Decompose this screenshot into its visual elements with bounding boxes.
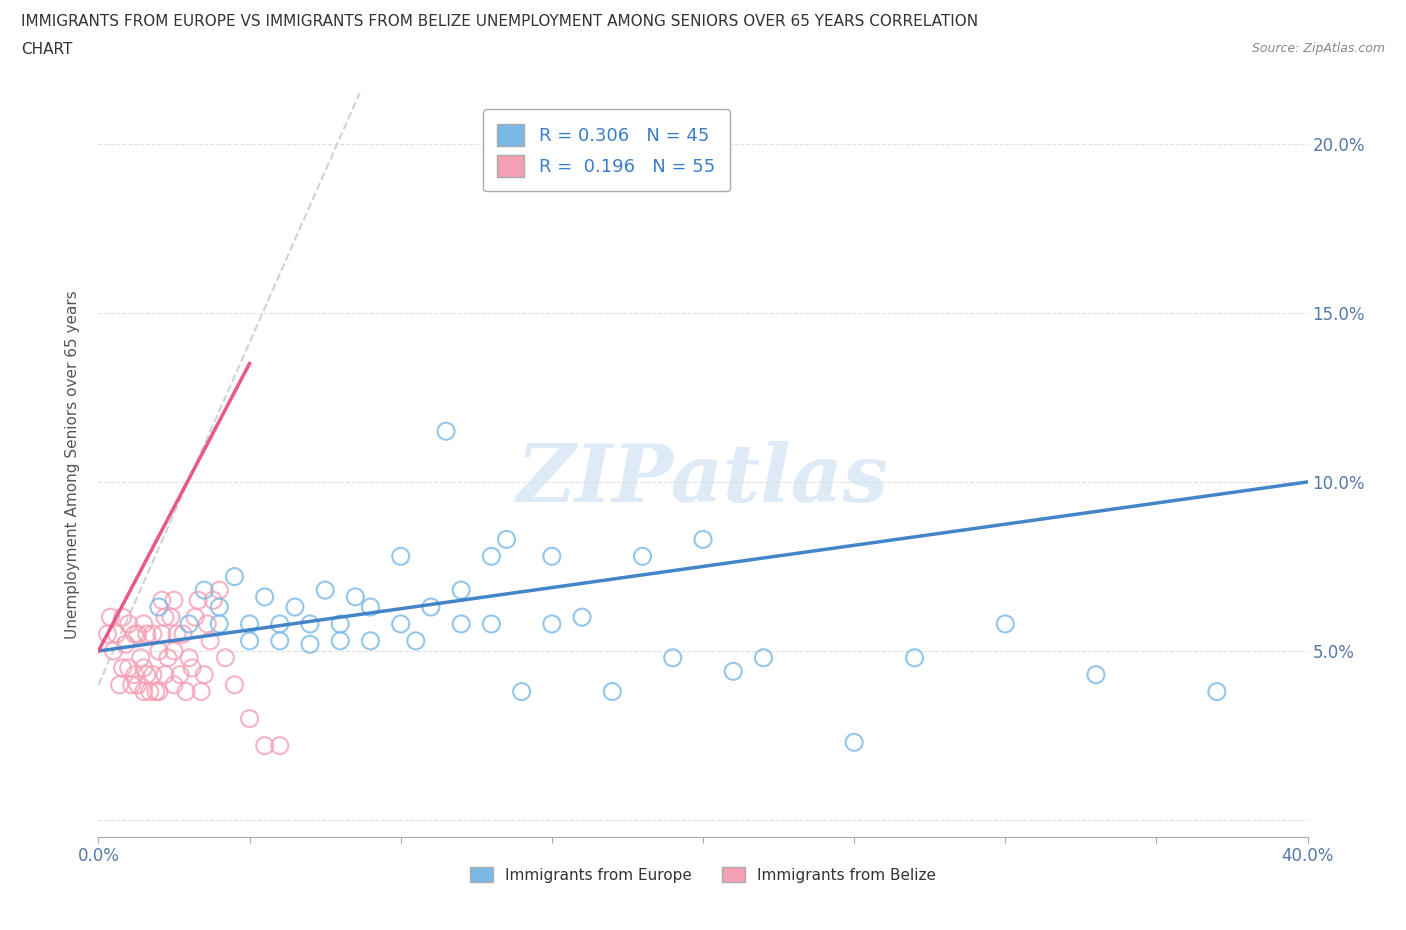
Point	[105, 627, 128, 642]
Point	[108, 677, 131, 692]
Point	[187, 592, 209, 607]
Point	[360, 633, 382, 648]
Point	[450, 617, 472, 631]
Point	[111, 660, 134, 675]
Point	[179, 650, 201, 665]
Point	[510, 684, 533, 699]
Point	[179, 617, 201, 631]
Point	[1206, 684, 1229, 699]
Point	[269, 617, 291, 631]
Point	[118, 617, 141, 631]
Point	[208, 617, 231, 631]
Point	[752, 650, 775, 665]
Point	[844, 735, 866, 750]
Point	[202, 592, 225, 607]
Point	[153, 610, 176, 625]
Point	[329, 617, 352, 631]
Point	[284, 600, 307, 615]
Point	[114, 637, 136, 652]
Point	[208, 583, 231, 598]
Point	[314, 583, 336, 598]
Point	[631, 549, 654, 564]
Point	[148, 684, 170, 699]
Point	[344, 590, 367, 604]
Point	[163, 592, 186, 607]
Text: Source: ZipAtlas.com: Source: ZipAtlas.com	[1251, 42, 1385, 55]
Point	[405, 633, 427, 648]
Point	[994, 617, 1017, 631]
Point	[208, 600, 231, 615]
Point	[100, 610, 122, 625]
Point	[495, 532, 517, 547]
Point	[540, 549, 562, 564]
Point	[124, 667, 146, 682]
Point	[571, 610, 593, 625]
Point	[153, 667, 176, 682]
Point	[132, 660, 155, 675]
Point	[135, 667, 157, 682]
Point	[121, 677, 143, 692]
Point	[118, 660, 141, 675]
Point	[224, 569, 246, 584]
Point	[253, 590, 276, 604]
Point	[166, 627, 188, 642]
Point	[169, 667, 191, 682]
Point	[692, 532, 714, 547]
Point	[1085, 667, 1108, 682]
Point	[124, 627, 146, 642]
Point	[723, 664, 745, 679]
Point	[163, 677, 186, 692]
Y-axis label: Unemployment Among Seniors over 65 years: Unemployment Among Seniors over 65 years	[65, 291, 80, 640]
Point	[420, 600, 443, 615]
Point	[434, 424, 457, 439]
Point	[253, 738, 276, 753]
Text: ZIPatlas: ZIPatlas	[517, 441, 889, 519]
Point	[163, 644, 186, 658]
Point	[132, 684, 155, 699]
Point	[299, 617, 322, 631]
Point	[150, 592, 173, 607]
Point	[96, 627, 118, 642]
Point	[239, 617, 262, 631]
Point	[200, 633, 222, 648]
Point	[389, 549, 412, 564]
Point	[127, 677, 149, 692]
Point	[111, 610, 134, 625]
Point	[135, 627, 157, 642]
Point	[145, 684, 167, 699]
Point	[269, 633, 291, 648]
Point	[156, 650, 179, 665]
Point	[172, 627, 194, 642]
Point	[269, 738, 291, 753]
Point	[195, 617, 218, 631]
Point	[142, 627, 165, 642]
Point	[239, 633, 262, 648]
Point	[540, 617, 562, 631]
Point	[148, 600, 170, 615]
Point	[602, 684, 624, 699]
Point	[142, 667, 165, 682]
Point	[184, 610, 207, 625]
Point	[181, 660, 204, 675]
Point	[214, 650, 236, 665]
Point	[661, 650, 683, 665]
Point	[193, 667, 215, 682]
Point	[174, 684, 197, 699]
Point	[150, 627, 173, 642]
Point	[132, 617, 155, 631]
Legend: Immigrants from Europe, Immigrants from Belize: Immigrants from Europe, Immigrants from …	[464, 860, 942, 889]
Point	[129, 650, 152, 665]
Text: IMMIGRANTS FROM EUROPE VS IMMIGRANTS FROM BELIZE UNEMPLOYMENT AMONG SENIORS OVER: IMMIGRANTS FROM EUROPE VS IMMIGRANTS FRO…	[21, 14, 979, 29]
Point	[239, 711, 262, 726]
Point	[224, 677, 246, 692]
Point	[127, 627, 149, 642]
Point	[481, 549, 503, 564]
Point	[160, 610, 183, 625]
Point	[148, 644, 170, 658]
Point	[139, 684, 162, 699]
Point	[329, 633, 352, 648]
Point	[450, 583, 472, 598]
Point	[299, 637, 322, 652]
Point	[904, 650, 927, 665]
